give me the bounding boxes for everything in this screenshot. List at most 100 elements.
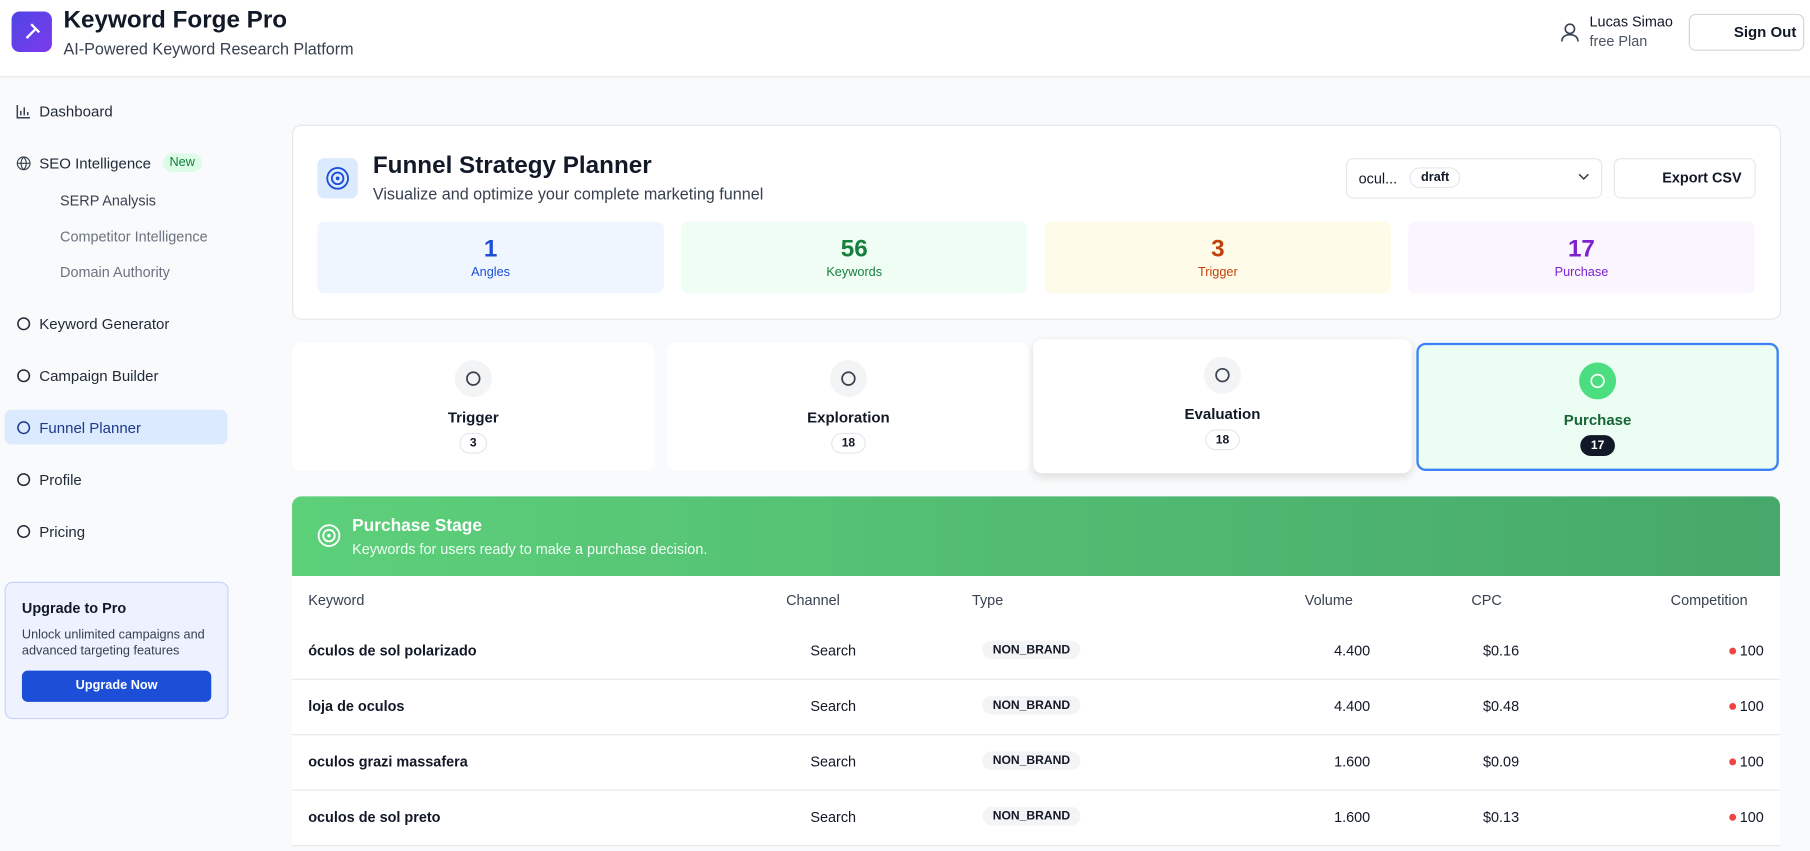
nav-label: Profile xyxy=(39,470,82,488)
user-icon xyxy=(1561,23,1579,42)
stage-title: Purchase Stage xyxy=(352,515,483,536)
competition-dot xyxy=(1729,647,1737,655)
stat-label: Angles xyxy=(471,265,511,280)
nav-label: Funnel Planner xyxy=(39,418,142,436)
competition-dot xyxy=(1729,702,1737,710)
sidebar: Dashboard SEO Intelligence New SERP Analy… xyxy=(0,77,242,850)
stage-card[interactable]: Purchase 17 xyxy=(1416,342,1779,471)
cpc: $0.16 xyxy=(1483,642,1520,660)
app-subtitle: AI-Powered Keyword Research Platform xyxy=(63,39,354,58)
competition: 100 xyxy=(1739,698,1764,715)
channel: Search xyxy=(810,642,857,660)
competition-dot xyxy=(1729,813,1737,821)
column-header[interactable]: Type xyxy=(971,592,1004,609)
app-title: Keyword Forge Pro xyxy=(63,6,288,34)
column-header[interactable]: CPC xyxy=(1471,592,1502,609)
stat-label: Keywords xyxy=(826,265,883,280)
volume: 1.600 xyxy=(1334,753,1371,770)
channel: Search xyxy=(810,753,857,770)
cpc: $0.09 xyxy=(1483,753,1520,770)
column-header[interactable]: Volume xyxy=(1304,592,1353,609)
stage-card[interactable]: Trigger 3 xyxy=(292,342,655,471)
column-header: Channel xyxy=(786,592,840,609)
sub-nav-item[interactable]: Domain Authority xyxy=(60,264,170,281)
planner-icon xyxy=(317,158,358,199)
sub-nav-item[interactable]: SERP Analysis xyxy=(60,192,157,209)
planner-title: Funnel Strategy Planner xyxy=(372,152,652,179)
nav-dashboard[interactable]: Dashboard xyxy=(5,94,228,129)
upgrade-title: Upgrade to Pro xyxy=(21,600,127,617)
stage-icon xyxy=(1579,362,1617,400)
upgrade-text: Unlock unlimited campaigns and advanced … xyxy=(21,627,205,658)
competition: 100 xyxy=(1739,753,1764,770)
header: Keyword Forge Pro AI-Powered Keyword Res… xyxy=(0,0,1810,78)
stat-value: 17 xyxy=(1567,235,1595,263)
user-name: Lucas Simao xyxy=(1589,13,1673,31)
type-badge: NON_BRAND xyxy=(982,806,1081,826)
status-badge: draft xyxy=(1409,167,1461,189)
sub-nav-item[interactable]: Competitor Intelligence xyxy=(60,228,208,245)
volume: 4.400 xyxy=(1334,698,1371,715)
table-head xyxy=(292,576,1780,626)
column-header[interactable]: Competition xyxy=(1670,592,1748,609)
stage-count: 18 xyxy=(1205,429,1240,451)
stage-card[interactable]: Exploration 18 xyxy=(667,342,1030,471)
nav-label: Keyword Generator xyxy=(39,314,170,332)
table-row: óculos de sol polarizado Search NON_BRAND 4… xyxy=(292,624,1780,680)
stat-value: 56 xyxy=(840,235,868,263)
table-row: oculos de sol preto Search NON_BRAND 1.600 $… xyxy=(292,790,1780,847)
new-badge: New xyxy=(162,153,202,172)
nav-item[interactable]: Campaign Builder xyxy=(5,358,228,393)
competition: 100 xyxy=(1739,809,1764,826)
table-row: loja de oculos Search NON_BRAND 4.400 $0.48 1… xyxy=(292,679,1780,736)
keyword: oculos de sol preto xyxy=(308,809,441,826)
nav-item[interactable]: Keyword Generator xyxy=(5,306,228,341)
stage-icon xyxy=(1203,356,1241,394)
nav-label: Dashboard xyxy=(39,102,113,120)
volume: 1.600 xyxy=(1334,809,1371,826)
keyword: oculos grazi massafera xyxy=(308,753,468,770)
nav-item[interactable]: Profile xyxy=(5,462,228,497)
stat-card: 17 Purchase xyxy=(1408,221,1755,294)
upgrade-card: Upgrade to Pro Unlock unlimited campaign… xyxy=(4,581,229,720)
competition-dot xyxy=(1729,758,1737,766)
stage-name: Trigger xyxy=(447,408,499,426)
stage-count: 18 xyxy=(831,432,866,454)
cpc: $0.48 xyxy=(1483,698,1520,715)
stat-card: 56 Keywords xyxy=(681,221,1028,294)
volume: 4.400 xyxy=(1334,642,1371,660)
stage-icon xyxy=(829,360,867,398)
stage-subtitle: Keywords for users ready to make a purch… xyxy=(352,541,708,558)
upgrade-button[interactable]: Upgrade Now xyxy=(21,670,212,702)
stage-name: Exploration xyxy=(807,408,890,426)
stat-label: Purchase xyxy=(1554,265,1609,280)
stat-card: 3 Trigger xyxy=(1044,221,1391,294)
stage-count: 3 xyxy=(459,432,488,454)
stage-name: Evaluation xyxy=(1184,405,1261,423)
keyword: óculos de sol polarizado xyxy=(308,642,477,660)
export-button[interactable]: Export CSV xyxy=(1613,158,1756,199)
channel: Search xyxy=(810,809,857,826)
stage-panel: Purchase Stage Keywords for users ready … xyxy=(292,496,1780,577)
stage-name: Purchase xyxy=(1563,410,1632,429)
sign-out-button[interactable]: Sign Out xyxy=(1688,13,1805,51)
stage-count: 17 xyxy=(1580,435,1615,456)
planner-subtitle: Visualize and optimize your complete mar… xyxy=(372,184,764,204)
stage-card[interactable]: Evaluation 18 xyxy=(1033,339,1412,474)
stat-value: 1 xyxy=(483,235,498,263)
nav-seo[interactable]: SEO Intelligence New xyxy=(5,145,228,180)
type-badge: NON_BRAND xyxy=(982,696,1081,715)
cpc: $0.13 xyxy=(1483,809,1520,826)
nav-item[interactable]: Funnel Planner xyxy=(4,409,228,445)
channel: Search xyxy=(810,698,857,715)
nav-label: Campaign Builder xyxy=(39,366,159,384)
project-select[interactable]: ocul... draft xyxy=(1345,158,1603,199)
competition: 100 xyxy=(1739,642,1764,660)
logo xyxy=(11,11,52,52)
nav-item[interactable]: Pricing xyxy=(5,514,228,549)
nav-label: Pricing xyxy=(39,522,86,540)
keyword: loja de oculos xyxy=(308,698,405,715)
column-header[interactable]: Keyword xyxy=(308,592,365,609)
